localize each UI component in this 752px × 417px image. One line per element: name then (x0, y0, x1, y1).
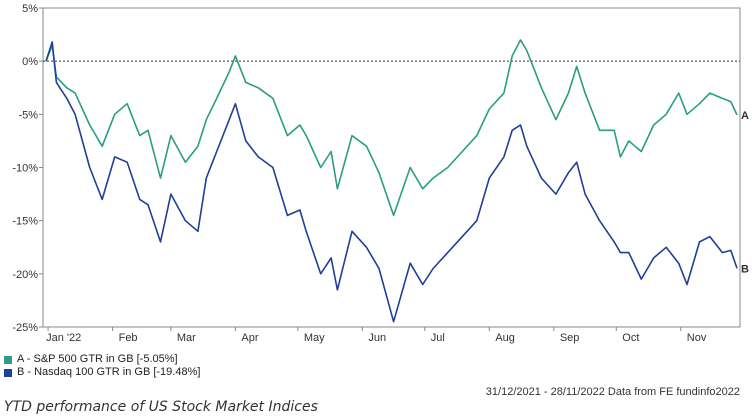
legend-swatch-b (4, 368, 12, 377)
x-tick-label: Jun (368, 332, 386, 344)
series-end-label-a: A (741, 110, 749, 122)
x-tick-label: Jul (431, 332, 445, 344)
x-tick-label: May (304, 332, 325, 344)
legend: A - S&P 500 GTR in GB [-5.05%] B - Nasda… (4, 353, 200, 379)
x-tick-label: Aug (495, 332, 515, 344)
legend-item-b: B - Nasdaq 100 GTR in GB [-19.48%] (4, 366, 200, 379)
series-line-a (45, 39, 738, 217)
x-tick-label: Apr (241, 332, 258, 344)
series-line-b (45, 41, 738, 323)
x-axis: Jan '22 Feb Mar Apr May Jun Jul Aug Sep Oct Nov (46, 327, 707, 344)
x-tick-label: Feb (119, 332, 138, 344)
legend-label-b: B - Nasdaq 100 GTR in GB [-19.48%] (17, 366, 201, 378)
series-layer: AB (45, 39, 749, 323)
y-tick-label: 0% (22, 56, 38, 68)
y-tick-label: -20% (12, 269, 38, 281)
x-tick-label: Nov (687, 332, 707, 344)
y-tick-label: -15% (12, 216, 38, 228)
x-tick-label: Mar (177, 332, 196, 344)
y-tick-label: -25% (12, 322, 38, 334)
series-end-label-b: B (741, 263, 749, 275)
y-tick-label: -5% (18, 109, 38, 121)
x-tick-label: Oct (622, 332, 639, 344)
y-tick-label: 5% (22, 3, 38, 15)
legend-item-a: A - S&P 500 GTR in GB [-5.05%] (4, 353, 200, 366)
y-tick-label: -10% (12, 163, 38, 175)
chart: 5% 0% -5% -10% -15% -20% -25% Jan '22 Feb Mar Apr… (12, 3, 749, 344)
y-axis: 5% 0% -5% -10% -15% -20% -25% (12, 3, 43, 334)
source-note: 31/12/2021 - 28/11/2022 Data from FE fun… (485, 386, 740, 398)
figure-caption: YTD performance of US Stock Market Indic… (4, 399, 318, 415)
plot-frame (42, 7, 741, 328)
x-tick-label: Jan '22 (46, 332, 81, 344)
legend-label-a: A - S&P 500 GTR in GB [-5.05%] (17, 353, 178, 365)
x-tick-label: Sep (560, 332, 580, 344)
legend-swatch-a (4, 355, 12, 364)
